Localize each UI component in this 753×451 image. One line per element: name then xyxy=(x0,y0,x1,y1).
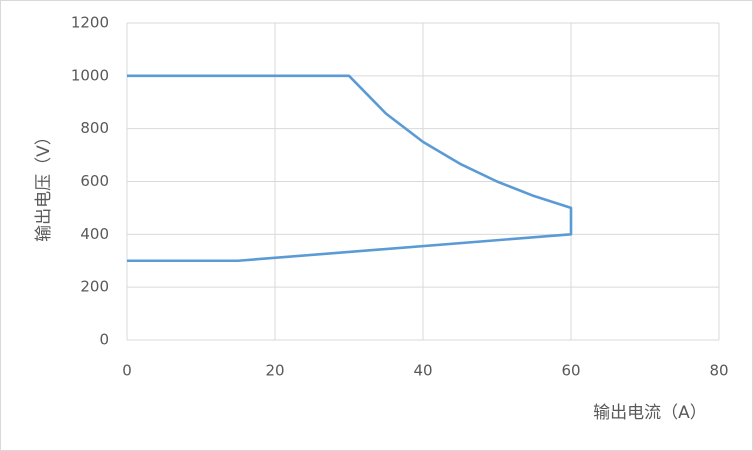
y-tick-label: 1000 xyxy=(71,66,109,84)
y-tick-label: 400 xyxy=(80,225,109,243)
x-tick-label: 20 xyxy=(265,362,284,380)
x-tick-label: 80 xyxy=(709,362,728,380)
x-tick-label: 40 xyxy=(413,362,432,380)
y-tick-label: 800 xyxy=(80,119,109,137)
y-tick-label: 1200 xyxy=(71,14,109,32)
y-axis-label: 输出电压（V） xyxy=(34,128,54,242)
y-tick-label: 0 xyxy=(99,331,109,349)
x-tick-label: 60 xyxy=(561,362,580,380)
y-tick-label: 600 xyxy=(80,172,109,190)
series-line xyxy=(127,74,573,263)
x-tick-label: 0 xyxy=(122,362,132,380)
x-axis-label: 输出电流（A） xyxy=(593,403,707,423)
y-tick-label: 200 xyxy=(80,278,109,296)
